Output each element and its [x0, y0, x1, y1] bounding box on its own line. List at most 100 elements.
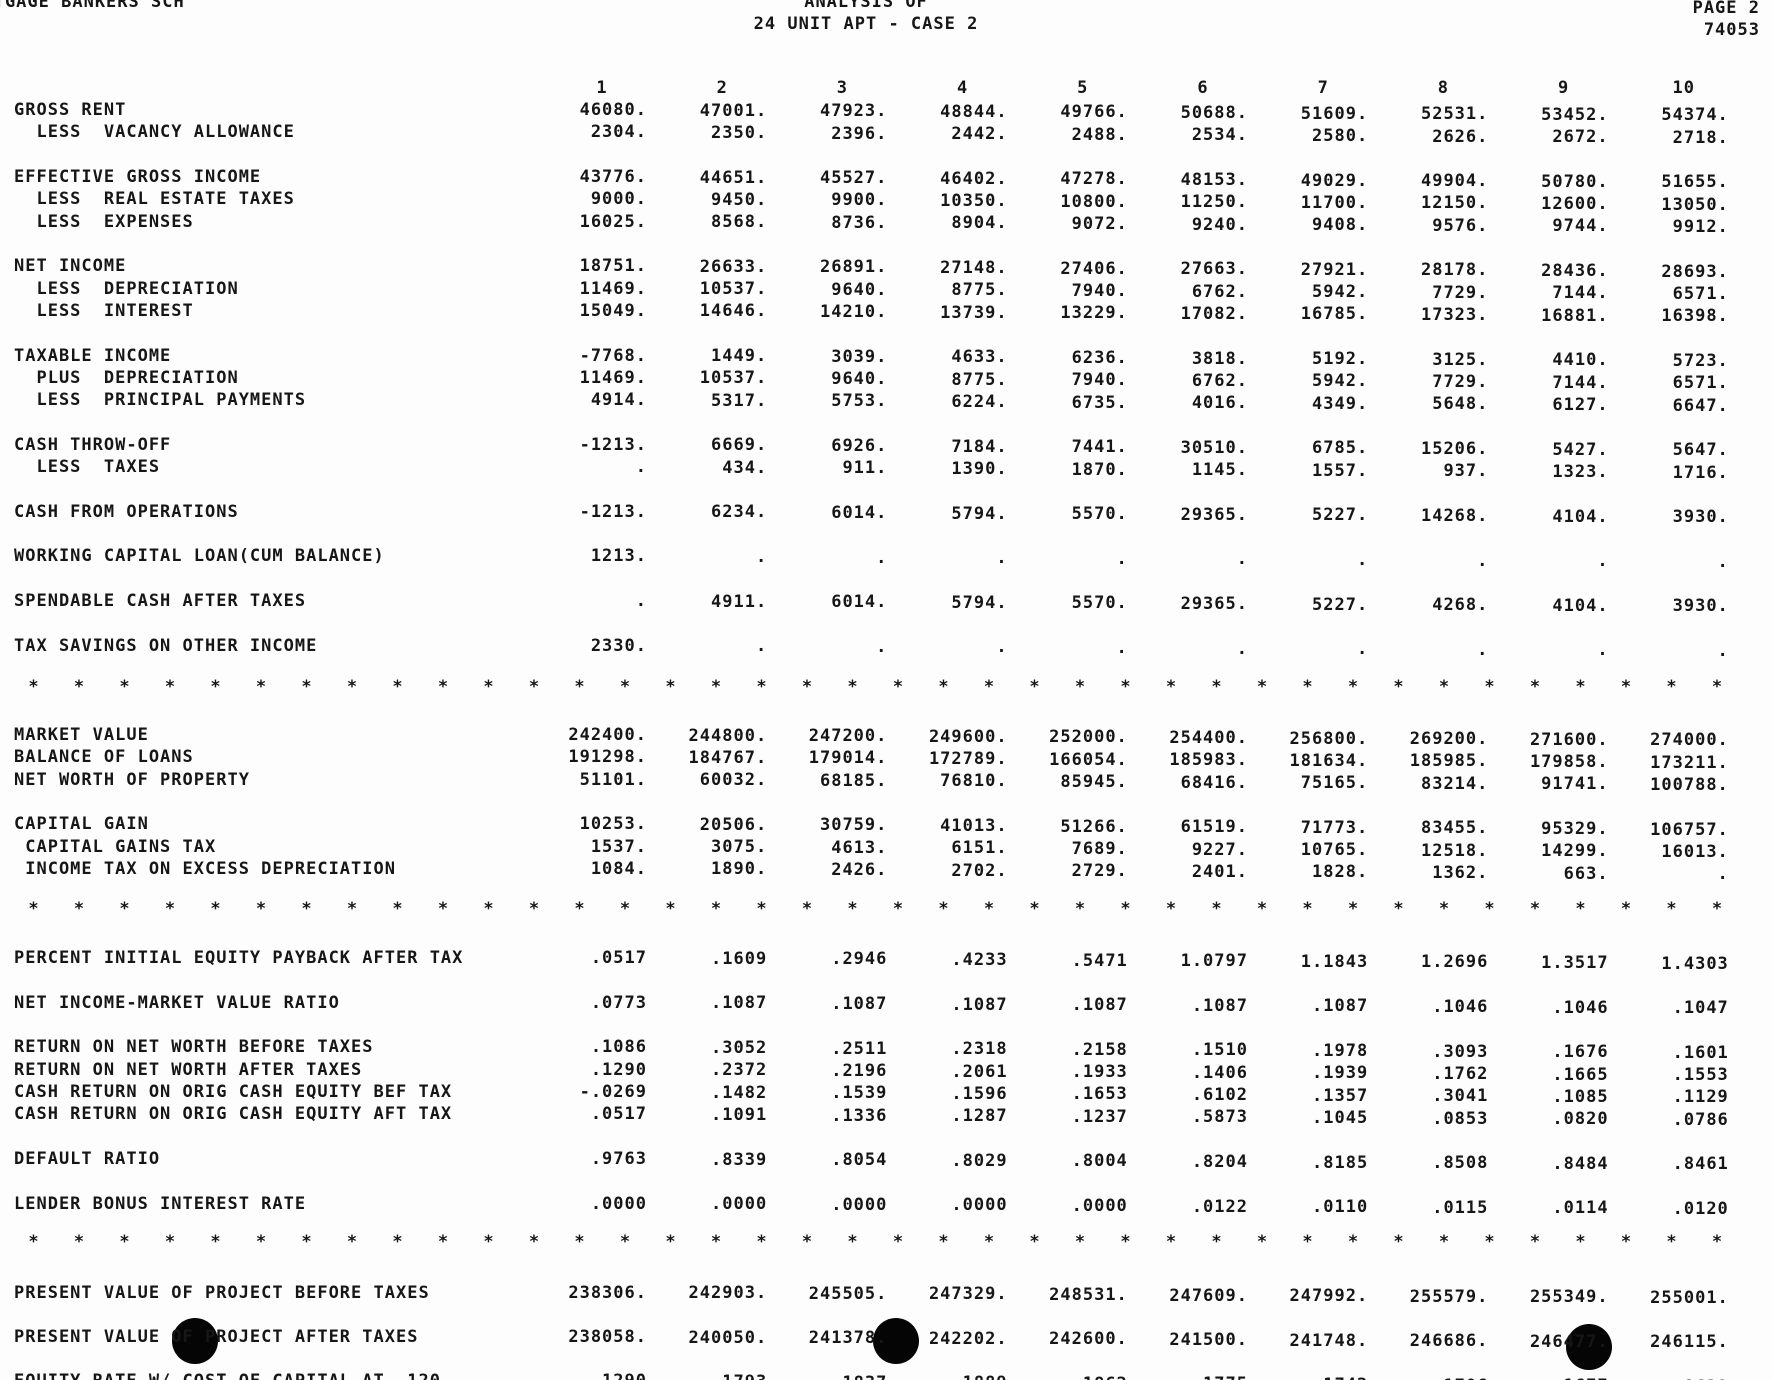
cell-value: .1290 [507, 1371, 647, 1380]
cell-value: 9640. [831, 279, 888, 300]
cell-value: 9900. [831, 190, 888, 211]
row-label: LESS TAXES [14, 457, 161, 478]
separator-star: * [1529, 899, 1542, 920]
cell-value: 434. [722, 457, 768, 478]
separator-star: * [1120, 1232, 1132, 1253]
row-label: WORKING CAPITAL LOAN(CUM BALANCE) [14, 546, 385, 567]
cell-value: 14299. [1541, 841, 1609, 862]
cell-value: 18751. [579, 256, 647, 277]
cell-value: 246686. [1409, 1331, 1489, 1352]
separator-star: * [1666, 899, 1678, 920]
cell-value: .1085 [1552, 1086, 1609, 1107]
cell-value: 11469. [579, 367, 647, 388]
cell-value: 28178. [1420, 260, 1489, 281]
cell-value: 4633. [951, 347, 1008, 368]
separator-star: * [1347, 899, 1360, 920]
cell-value: 9227. [1191, 839, 1248, 860]
row-label: PERCENT INITIAL EQUITY PAYBACK AFTER TAX [14, 948, 464, 969]
cell-value: .2511 [831, 1038, 888, 1059]
cell-value: . [635, 457, 647, 478]
cell-value: 179858. [1529, 752, 1609, 773]
cell-value: 6234. [711, 502, 768, 523]
separator-star: * [710, 677, 723, 698]
separator-star: * [1711, 899, 1724, 920]
cell-value: .2318 [951, 1039, 1008, 1060]
separator-star: * [28, 899, 40, 920]
separator-star: * [574, 677, 586, 698]
cell-value: 1557. [1312, 460, 1369, 481]
separator-star: * [1438, 677, 1451, 698]
row-label: PRESENT VALUE OF PROJECT AFTER TAXES [14, 1327, 419, 1347]
cell-value: .1793 [627, 1372, 767, 1380]
separator-star: * [1529, 1232, 1542, 1253]
row-label: CASH RETURN ON ORIG CASH EQUITY AFT TAX [14, 1104, 453, 1125]
cell-value: 4410. [1552, 350, 1609, 371]
separator-star: * [665, 677, 677, 698]
separator-star: * [619, 899, 632, 920]
row-label: LESS EXPENSES [14, 211, 194, 232]
cell-value: 4104. [1552, 506, 1609, 527]
cell-value: . [1236, 638, 1248, 659]
separator-star: * [1575, 899, 1587, 920]
cell-value: .1482 [711, 1082, 768, 1103]
separator-star: * [574, 899, 586, 920]
cell-value: 242600. [1049, 1329, 1128, 1350]
cell-value: 14646. [699, 301, 768, 322]
separator-star: * [1302, 677, 1314, 698]
separator-star: * [1484, 677, 1496, 698]
cell-value: 26633. [699, 256, 768, 277]
cell-value: 8775. [951, 280, 1008, 301]
cell-value: 8775. [951, 369, 1008, 390]
separator-star: * [892, 1232, 905, 1253]
separator-star: * [28, 1232, 40, 1253]
cell-value: 46402. [940, 168, 1008, 189]
cell-value: 2350. [711, 122, 768, 143]
cell-value: 2534. [1191, 125, 1248, 146]
row-label: CAPITAL GAINS TAX [14, 836, 217, 857]
cell-value: .1539 [831, 1083, 888, 1104]
cell-value: 83455. [1420, 818, 1489, 839]
cell-value: 1.4303 [1661, 953, 1729, 974]
separator-star: * [392, 677, 404, 698]
cell-value: 7940. [1071, 370, 1128, 391]
cell-value: 5794. [951, 503, 1008, 524]
cell-value: 13050. [1661, 194, 1729, 215]
separator-star: * [1620, 899, 1633, 920]
cell-value: .4233 [951, 949, 1008, 970]
cell-value: 1.1843 [1300, 951, 1369, 972]
cell-value: 247609. [1169, 1285, 1248, 1306]
separator-star: * [983, 1232, 996, 1253]
separator-star: * [301, 1232, 313, 1253]
cell-value: .2196 [831, 1060, 888, 1081]
cell-value: .1553 [1672, 1065, 1729, 1086]
cell-value: .0820 [1552, 1109, 1609, 1130]
separator-star: * [1029, 677, 1041, 698]
cell-value: .9763 [590, 1149, 647, 1170]
separator-star: * [1484, 1232, 1496, 1253]
cell-value: .1933 [1071, 1062, 1128, 1083]
row-label: MARKET VALUE [14, 724, 149, 745]
cell-value: 29365. [1180, 504, 1248, 525]
cell-value: 47278. [1060, 169, 1128, 190]
cell-value: 28436. [1541, 261, 1609, 282]
cell-value: 45527. [819, 168, 888, 189]
cell-value: . [635, 591, 647, 612]
cell-value: 51609. [1300, 103, 1369, 124]
separator-star: * [665, 899, 677, 920]
cell-value: 1084. [590, 858, 647, 879]
row-label: TAXABLE INCOME [14, 345, 172, 366]
cell-value: 41013. [940, 816, 1008, 837]
separator-star: * [392, 1232, 404, 1253]
cell-value: 241748. [1289, 1330, 1369, 1351]
cell-value: 173211. [1650, 752, 1729, 773]
cell-value: 4104. [1552, 595, 1609, 616]
cell-value: .1087 [1312, 996, 1369, 1017]
cell-value: 7144. [1552, 283, 1609, 304]
cell-value: 53452. [1541, 104, 1609, 125]
cell-value: . [1236, 549, 1248, 570]
cell-value: 47001. [699, 100, 768, 121]
row-label: LESS REAL ESTATE TAXES [14, 189, 295, 210]
cell-value: 51101. [579, 769, 647, 790]
separator-star: * [665, 1232, 677, 1253]
